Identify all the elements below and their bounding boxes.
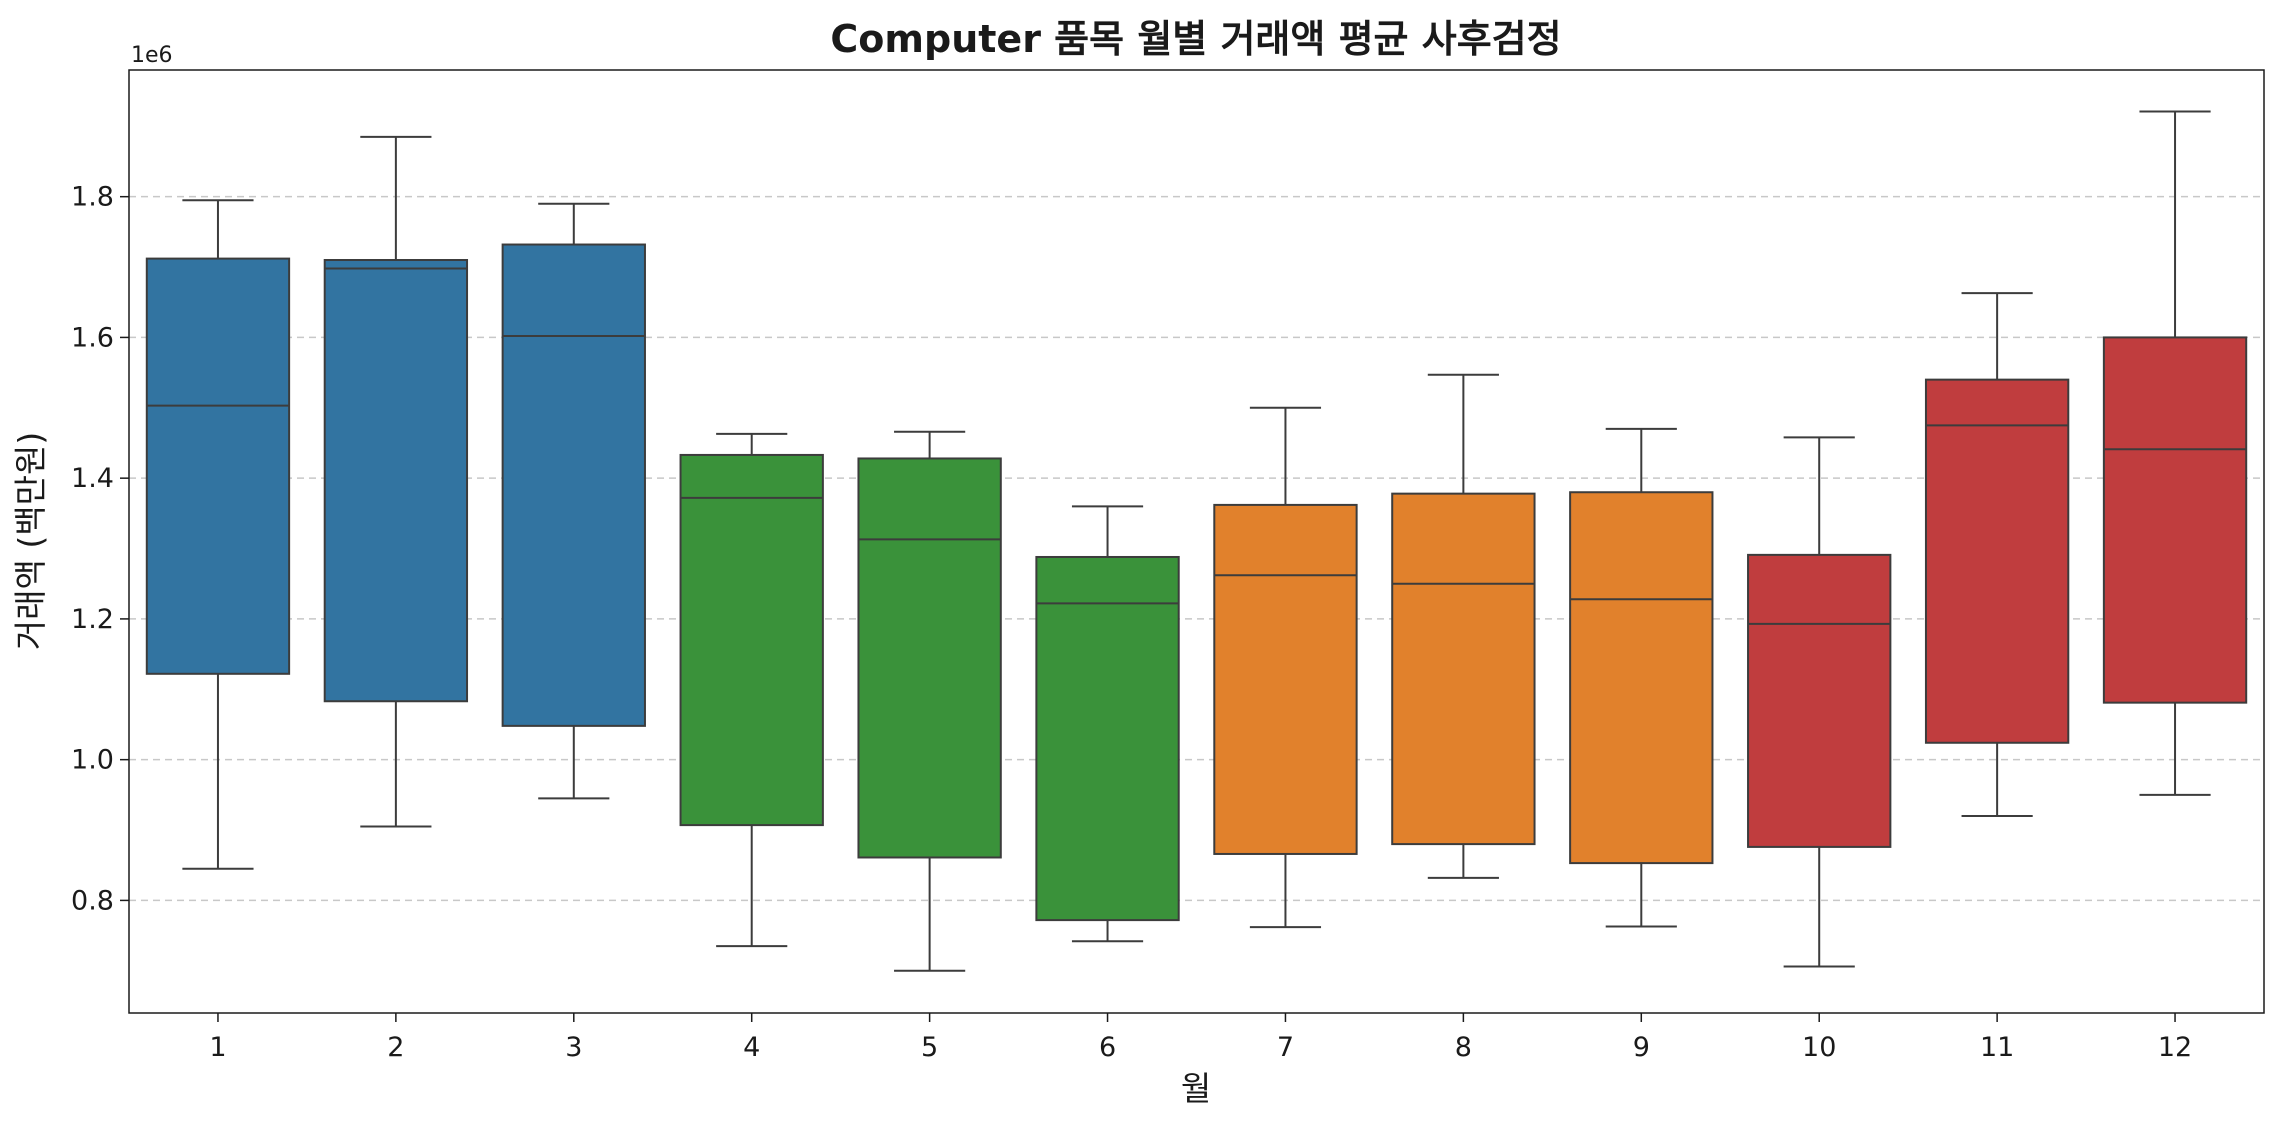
x-tick-label: 6 xyxy=(1099,1032,1116,1063)
box-month-5 xyxy=(857,430,1002,972)
box-month-8 xyxy=(1391,373,1536,879)
iqr-box xyxy=(1213,503,1358,855)
iqr-box xyxy=(857,457,1002,859)
y-axis-offset-label: 1e6 xyxy=(131,43,173,68)
box-month-3 xyxy=(501,202,646,800)
box-month-7 xyxy=(1213,406,1358,929)
y-tick-label: 0.8 xyxy=(71,885,114,916)
x-tick-label: 4 xyxy=(743,1032,760,1063)
box-month-6 xyxy=(1035,505,1180,943)
iqr-box xyxy=(1035,555,1180,922)
x-tick-label: 8 xyxy=(1455,1032,1472,1063)
x-tick-label: 11 xyxy=(1980,1032,2014,1063)
box-month-10 xyxy=(1747,436,1892,968)
y-tick-label: 1.2 xyxy=(71,604,114,635)
iqr-box xyxy=(1924,378,2070,744)
x-tick-label: 3 xyxy=(565,1032,582,1063)
iqr-box xyxy=(1569,491,1714,865)
iqr-box xyxy=(501,243,646,727)
y-tick-label: 1.0 xyxy=(71,745,114,776)
box-month-11 xyxy=(1924,292,2070,817)
box-month-9 xyxy=(1569,427,1714,928)
x-tick-label: 10 xyxy=(1802,1032,1836,1063)
x-tick-label: 12 xyxy=(2158,1032,2192,1063)
iqr-box xyxy=(679,453,824,827)
y-axis-label: 거래액 (백만원) xyxy=(11,432,50,650)
y-tick-label: 1.4 xyxy=(71,463,114,494)
x-tick-label: 5 xyxy=(921,1032,938,1063)
x-tick-label: 9 xyxy=(1633,1032,1650,1063)
iqr-box xyxy=(2102,336,2248,704)
box-month-12 xyxy=(2102,110,2248,796)
iqr-box xyxy=(323,259,469,703)
x-tick-label: 2 xyxy=(387,1032,404,1063)
tick-layer: 0.81.01.21.41.61.81 2 3 4 5 6 7 8 9 10 11 12 xyxy=(71,182,2192,1063)
box-month-4 xyxy=(679,432,824,948)
chart-title: Computer 품목 월별 거래액 평균 사후검정 xyxy=(830,17,1561,61)
iqr-box xyxy=(1747,553,1892,848)
x-tick-label: 7 xyxy=(1277,1032,1294,1063)
grid-layer xyxy=(129,195,2264,902)
box-month-1 xyxy=(145,199,291,870)
box-month-2 xyxy=(323,135,469,828)
box-layer xyxy=(145,110,2248,972)
iqr-box xyxy=(1391,492,1536,846)
x-tick-label: 1 xyxy=(209,1032,226,1063)
plot-frame xyxy=(128,69,2265,1014)
x-axis-label: 월 xyxy=(1181,1069,1211,1108)
y-tick-label: 1.6 xyxy=(71,322,114,353)
iqr-box xyxy=(145,257,291,675)
y-tick-label: 1.8 xyxy=(71,182,114,213)
